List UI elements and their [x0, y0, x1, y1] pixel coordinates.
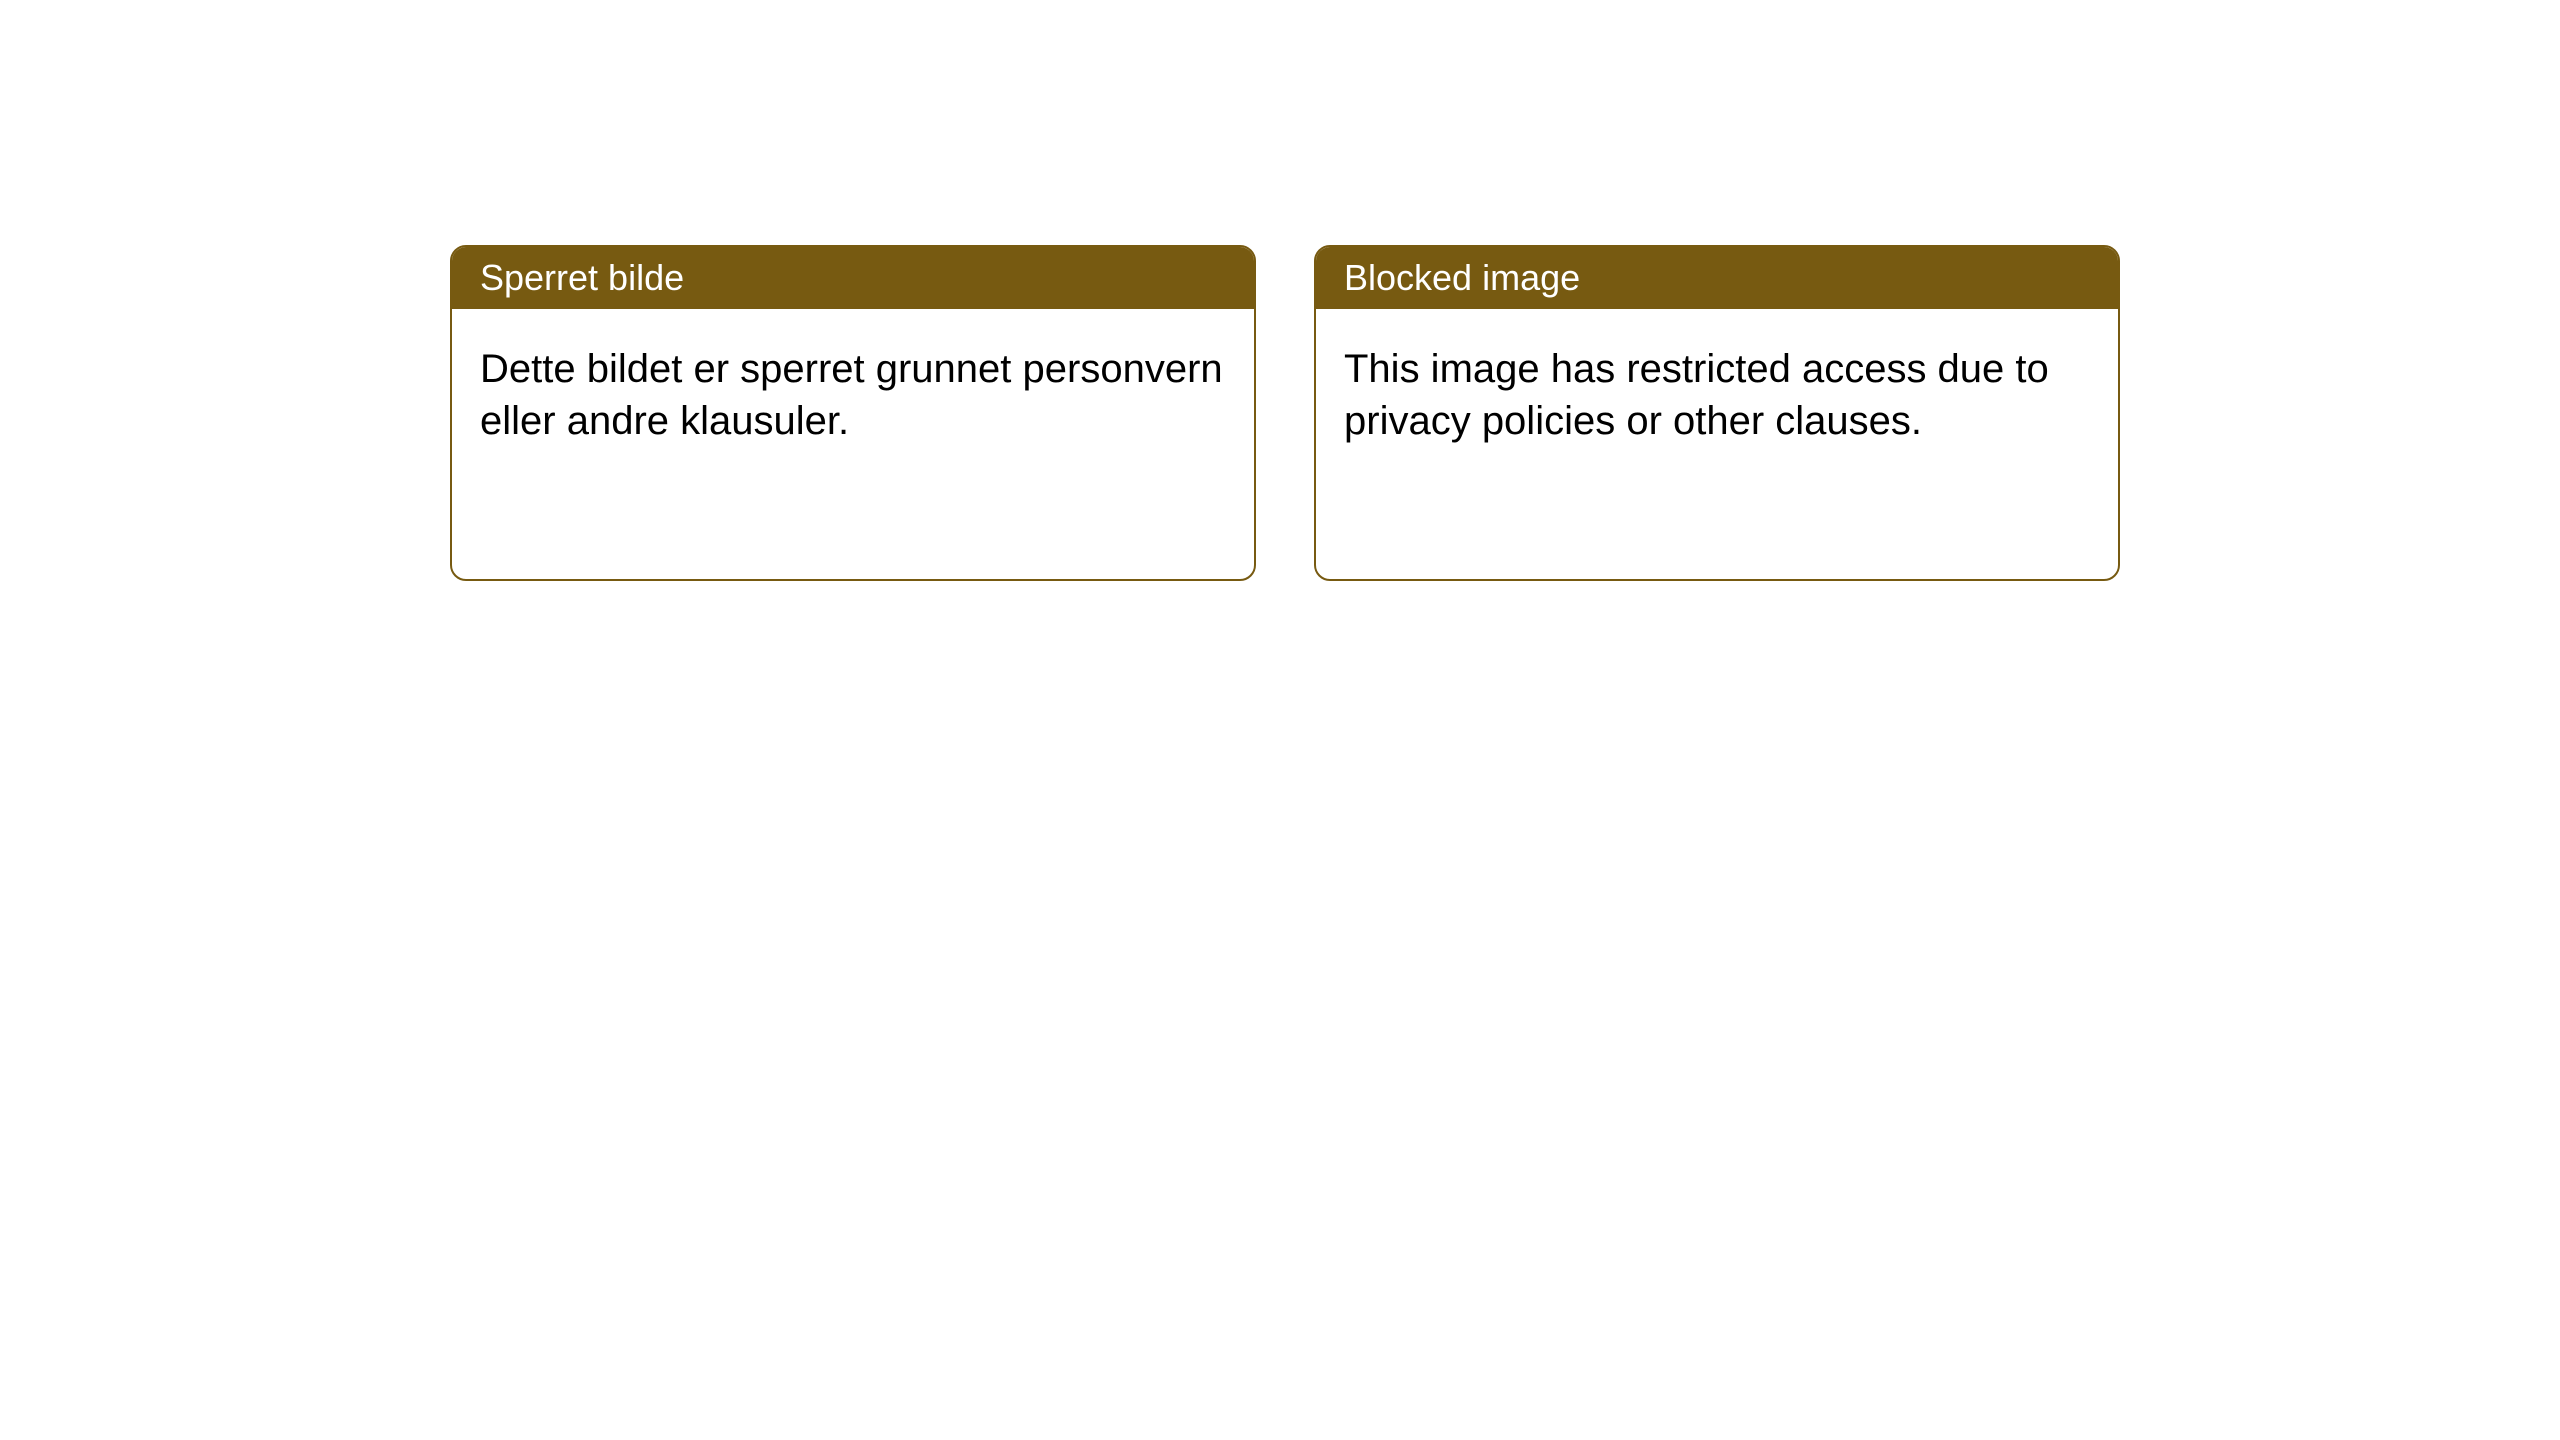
notice-card-header-no: Sperret bilde	[452, 247, 1254, 309]
notice-card-body-en: This image has restricted access due to …	[1316, 309, 2118, 481]
notice-card-text-no: Dette bildet er sperret grunnet personve…	[480, 347, 1223, 443]
notice-card-en: Blocked image This image has restricted …	[1314, 245, 2120, 581]
notice-card-text-en: This image has restricted access due to …	[1344, 347, 2049, 443]
notice-card-header-en: Blocked image	[1316, 247, 2118, 309]
notice-container: Sperret bilde Dette bildet er sperret gr…	[0, 0, 2560, 581]
notice-card-no: Sperret bilde Dette bildet er sperret gr…	[450, 245, 1256, 581]
notice-card-title-no: Sperret bilde	[480, 257, 684, 299]
notice-card-title-en: Blocked image	[1344, 257, 1580, 299]
notice-card-body-no: Dette bildet er sperret grunnet personve…	[452, 309, 1254, 481]
